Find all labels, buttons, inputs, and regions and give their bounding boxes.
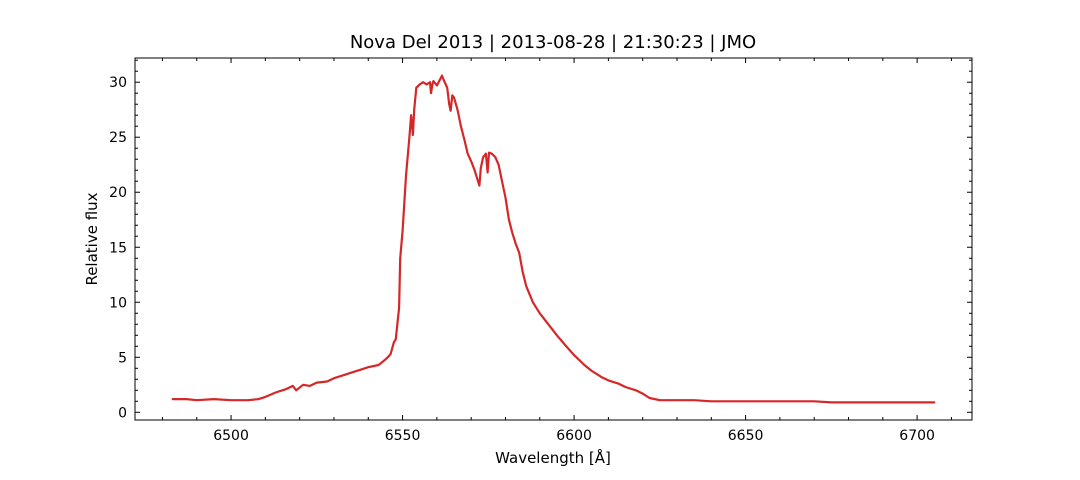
chart-title: Nova Del 2013 | 2013-08-28 | 21:30:23 | … bbox=[350, 32, 756, 53]
x-tick-label: 6550 bbox=[385, 428, 421, 444]
x-tick-label: 6500 bbox=[213, 428, 249, 444]
x-tick-label: 6600 bbox=[556, 428, 592, 444]
axis-ticks bbox=[135, 58, 972, 420]
series-layer bbox=[171, 74, 936, 404]
plot-frame bbox=[134, 57, 973, 421]
y-tick-label: 25 bbox=[109, 130, 127, 146]
y-tick-label: 0 bbox=[118, 405, 127, 421]
y-tick-label: 15 bbox=[109, 240, 127, 256]
y-tick-label: 30 bbox=[109, 75, 127, 91]
y-axis-label: Relative flux bbox=[83, 192, 101, 285]
y-tick-label: 20 bbox=[109, 185, 127, 201]
axis-tick-labels: 6500 6550 6600 6650 6700 0 5 10 15 20 25 30 bbox=[109, 75, 935, 444]
x-axis-label: Wavelength [Å] bbox=[495, 448, 611, 467]
y-tick-label: 10 bbox=[109, 295, 127, 311]
y-tick-label: 5 bbox=[118, 350, 127, 366]
spectrum-line bbox=[171, 74, 936, 404]
x-tick-label: 6700 bbox=[899, 428, 935, 444]
x-tick-label: 6650 bbox=[728, 428, 764, 444]
